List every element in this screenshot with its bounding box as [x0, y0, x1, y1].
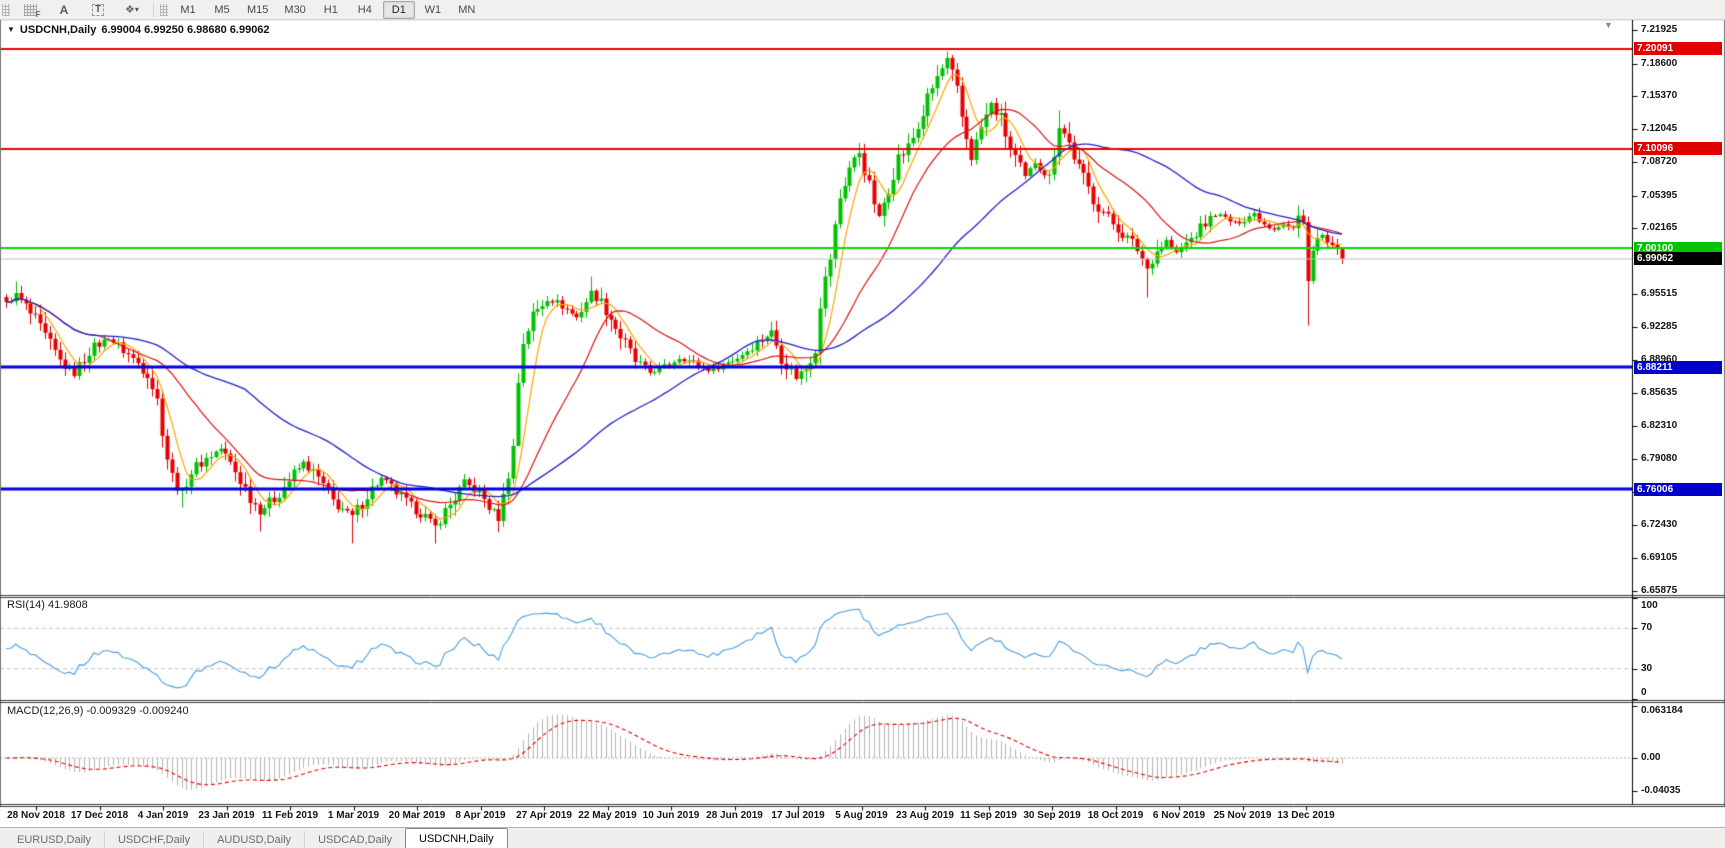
timeframe-button-h1[interactable]: H1 — [323, 3, 338, 16]
rsi-axis-tick: 0 — [1641, 687, 1647, 698]
price-axis-tick: 6.79080 — [1641, 452, 1678, 464]
date-label: 13 Dec 2019 — [1277, 810, 1335, 821]
symbol-period-label: USDCNH,Daily — [19, 24, 97, 36]
price-badge: 6.88211 — [1634, 360, 1722, 374]
ohlc-values: 6.99004 6.99250 6.98680 6.99062 — [101, 24, 270, 36]
date-label: 4 Jan 2019 — [137, 810, 189, 821]
macd-axis-tick: 0.00 — [1641, 752, 1661, 763]
price-axis-tick: 6.88960 — [1641, 353, 1678, 365]
tab-usdcad-daily[interactable]: USDCAD,Daily — [305, 831, 407, 848]
date-label: 17 Dec 2018 — [70, 810, 129, 821]
date-label: 23 Jan 2019 — [198, 810, 255, 821]
price-badge: 7.00100 — [1634, 242, 1722, 255]
timeframe-group: M1 M5 M15 M30 H1 H4 D1 W1 MN — [171, 0, 484, 19]
tab-eurusd-daily[interactable]: EURUSD,Daily — [4, 831, 105, 848]
text-tool-button[interactable]: A — [48, 1, 80, 19]
toolbar-drag-handle-icon[interactable] — [2, 3, 10, 16]
date-label: 27 Apr 2019 — [516, 810, 572, 821]
rsi-indicator-label: RSI(14) 41.9808 — [7, 599, 88, 611]
tab-audusd-daily[interactable]: AUDUSD,Daily — [204, 831, 306, 848]
top-toolbar: F A T ❖ ▾ M1 M5 M15 M30 H1 H4 D1 W1 MN — [0, 0, 1725, 20]
macd-axis-tick: 0.063184 — [1641, 705, 1683, 716]
macd-indicator-label: MACD(12,26,9) -0.009329 -0.009240 — [7, 705, 189, 717]
indicators-icon: ❖ — [125, 4, 135, 16]
fibonacci-grid-icon: F — [23, 3, 41, 19]
timeframe-button-w1[interactable]: W1 — [424, 3, 442, 16]
date-label: 11 Feb 2019 — [261, 810, 319, 821]
date-label: 18 Oct 2019 — [1087, 810, 1144, 821]
price-axis-tick: 7.21925 — [1641, 24, 1678, 36]
price-axis-tick: 6.82310 — [1641, 420, 1678, 432]
price-badge: 6.99062 — [1634, 252, 1722, 266]
date-label: 8 Apr 2019 — [455, 810, 506, 821]
date-label: 17 Jul 2019 — [771, 810, 825, 821]
chart-shift-marker-icon[interactable]: ▼ — [1604, 20, 1613, 30]
macd-axis-tick: -0.04035 — [1641, 785, 1681, 797]
rsi-axis-tick: 30 — [1641, 662, 1653, 674]
date-label: 25 Nov 2019 — [1213, 810, 1272, 821]
price-badge: 7.10096 — [1634, 142, 1722, 156]
date-label: 23 Aug 2019 — [896, 810, 954, 821]
chart-tab-bar: EURUSD,Daily USDCHF,Daily AUDUSD,Daily USDC… — [0, 827, 1725, 848]
price-axis-tick: 7.15370 — [1641, 89, 1678, 101]
toolbar-separator — [153, 2, 154, 17]
timeframe-button-d1[interactable]: D1 — [382, 0, 415, 19]
indicators-button[interactable]: ❖ ▾ — [116, 1, 148, 19]
text-label-icon: T — [91, 3, 105, 16]
dropdown-caret-icon: ▾ — [134, 5, 139, 14]
date-label: 6 Nov 2019 — [1152, 810, 1206, 821]
price-axis-tick: 6.95515 — [1641, 288, 1678, 300]
rsi-axis-tick: 100 — [1641, 600, 1658, 611]
price-axis-tick: 7.08720 — [1641, 156, 1678, 168]
price-axis-tick: 7.18600 — [1641, 57, 1678, 69]
toolbar-drag-handle-icon[interactable] — [160, 3, 168, 16]
price-axis-tick: 7.02165 — [1641, 221, 1678, 233]
tab-usdchf-daily[interactable]: USDCHF,Daily — [105, 831, 205, 848]
price-axis-tick: 7.05395 — [1641, 189, 1678, 201]
price-badge: 7.20091 — [1634, 42, 1722, 56]
date-label: 20 Mar 2019 — [388, 810, 446, 821]
price-axis-tick: 6.72430 — [1641, 519, 1678, 531]
price-axis-tick: 6.69105 — [1641, 552, 1678, 564]
price-axis-tick: 6.65875 — [1641, 584, 1678, 596]
date-label: 1 Mar 2019 — [327, 810, 380, 821]
timeframe-button-m15[interactable]: M15 — [247, 3, 269, 16]
price-axis-tick: 6.85635 — [1641, 387, 1678, 399]
timeframe-button-m5[interactable]: M5 — [214, 3, 230, 16]
timeframe-button-mn[interactable]: MN — [458, 3, 476, 16]
text-a-icon: A — [59, 2, 69, 17]
text-label-tool-button[interactable]: T — [82, 1, 114, 19]
price-axis-tick: 7.12045 — [1641, 123, 1678, 135]
date-label: 22 May 2019 — [578, 810, 637, 821]
price-badge: 6.76006 — [1634, 482, 1722, 496]
tab-usdcnh-daily[interactable]: USDCNH,Daily — [405, 828, 508, 848]
date-label: 28 Jun 2019 — [706, 810, 763, 821]
date-label: 10 Jun 2019 — [642, 810, 700, 821]
chart-title: ▼ USDCNH,Daily 6.99004 6.99250 6.98680 6… — [7, 23, 270, 37]
timeframe-button-m1[interactable]: M1 — [180, 3, 196, 16]
date-label: 5 Aug 2019 — [835, 810, 888, 821]
timeframe-button-m30[interactable]: M30 — [284, 3, 306, 16]
date-label: 28 Nov 2018 — [7, 810, 65, 821]
timeframe-button-h4[interactable]: H4 — [357, 3, 372, 16]
fibonacci-grid-tool-button[interactable]: F — [14, 1, 46, 19]
rsi-axis-tick: 70 — [1641, 622, 1653, 634]
date-label: 11 Sep 2019 — [960, 810, 1017, 821]
collapse-triangle-icon[interactable]: ▼ — [7, 25, 15, 34]
price-axis-tick: 6.92285 — [1641, 320, 1678, 332]
date-label: 30 Sep 2019 — [1023, 810, 1081, 821]
